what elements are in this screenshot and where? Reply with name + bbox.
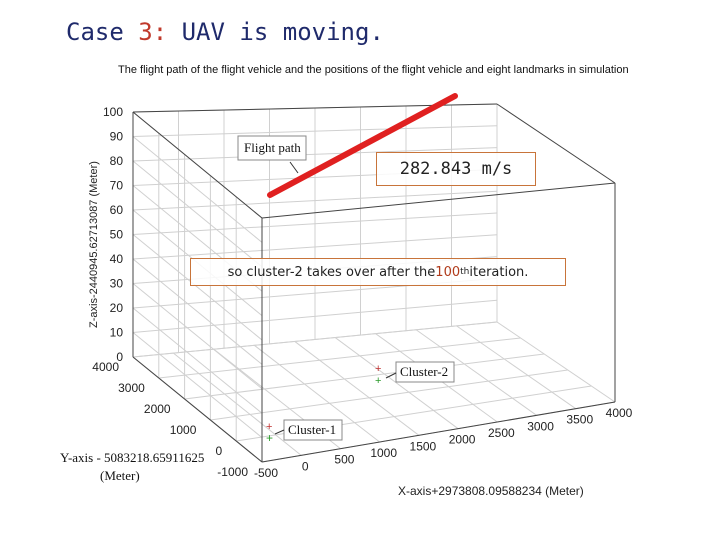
- flight-path-label-box: [237, 135, 307, 161]
- speed-callout: 282.843 m/s: [376, 152, 536, 186]
- y-axis-label-line1: Y-axis - 5083218.65911625: [60, 450, 204, 465]
- box-edge: [132, 356, 263, 463]
- grid-line: [132, 160, 263, 268]
- z-tick-label: 100: [103, 105, 123, 119]
- z-tick-label: 50: [110, 228, 124, 242]
- grid-line: [456, 325, 577, 410]
- cluster1-marker-top: +: [266, 421, 272, 433]
- cluster2-pointer: [385, 372, 397, 379]
- cluster2-marker-bottom: +: [375, 375, 381, 387]
- figure-title: The flight path of the flight vehicle an…: [118, 64, 629, 76]
- y-tick-label: -1000: [217, 465, 248, 479]
- z-tick-label: 30: [110, 277, 124, 291]
- grid-line: [254, 344, 380, 443]
- grid-line: [132, 332, 263, 438]
- flight-path-pointer: [289, 161, 299, 174]
- y-tick-label: 4000: [92, 360, 119, 374]
- grid-line: [132, 307, 263, 414]
- grid-line: [173, 352, 302, 456]
- cluster2-marker-top: +: [375, 363, 381, 375]
- takeover-suffix: th: [460, 267, 470, 277]
- z-tick-label: 90: [110, 130, 124, 144]
- grid-line: [334, 337, 459, 430]
- z-tick-label: 70: [110, 179, 124, 193]
- z-tick-label: 60: [110, 203, 124, 217]
- z-axis-label: Z-axis-2440945.62713087 (Meter): [88, 161, 100, 328]
- grid-line: [184, 353, 545, 400]
- x-axis-label: X-axis+2973808.09588234 (Meter): [398, 484, 584, 498]
- takeover-iteration: 100: [435, 264, 461, 280]
- z-tick-label: 0: [116, 350, 123, 364]
- y-tick-label: 2000: [144, 402, 171, 416]
- x-tick-label: 3000: [527, 419, 554, 433]
- x-tick-label: 500: [334, 453, 354, 467]
- x-axis-ticks: -500 0 500 1000 1500 2000 2500 3000 3500 4000: [254, 406, 633, 480]
- cluster1-pointer: [274, 429, 285, 435]
- z-tick-label: 40: [110, 252, 124, 266]
- box-edge: [132, 111, 263, 219]
- cluster2-label-box: [395, 361, 455, 383]
- y-axis-ticks: 4000 3000 2000 1000 0 -1000: [92, 360, 248, 479]
- case-number: 3:: [138, 18, 168, 46]
- z-tick-label: 80: [110, 154, 124, 168]
- y-tick-label: 0: [216, 444, 223, 458]
- grid-line: [132, 321, 498, 358]
- takeover-text-pre: so cluster-2 takes over after the: [227, 264, 436, 280]
- case-text: UAV is moving.: [181, 18, 384, 46]
- cluster2-label: Cluster-2: [400, 364, 448, 379]
- grid-line: [294, 341, 420, 436]
- grid-line: [132, 283, 263, 390]
- grid-line: [132, 234, 263, 341]
- box-edge: [496, 103, 616, 184]
- x-tick-label: 0: [302, 459, 309, 473]
- grid-line: [210, 369, 568, 421]
- takeover-text-post: iteration.: [469, 264, 529, 280]
- x-tick-label: 4000: [606, 406, 633, 420]
- y-tick-label: 1000: [170, 423, 197, 437]
- x-tick-label: -500: [254, 466, 278, 480]
- box-edge: [261, 401, 616, 463]
- grid-line: [415, 329, 537, 416]
- grid-line: [158, 337, 521, 379]
- grid-line: [496, 321, 616, 403]
- x-tick-label: 1500: [410, 439, 437, 453]
- x-tick-label: 1000: [370, 446, 397, 460]
- case-label: Case: [66, 18, 124, 46]
- z-tick-label: 20: [110, 301, 124, 315]
- x-tick-label: 2000: [449, 433, 476, 447]
- grid-line: [132, 136, 263, 243]
- flight-path-label: Flight path: [244, 140, 301, 155]
- flight-path-line: [267, 93, 458, 198]
- y-axis-label-line2: (Meter): [100, 468, 140, 483]
- y-tick-label: 3000: [118, 381, 145, 395]
- plot-box: [132, 103, 616, 463]
- cluster1-marker-bottom: +: [266, 431, 273, 445]
- box-edge: [261, 182, 616, 219]
- z-tick-label: 10: [110, 326, 124, 340]
- x-tick-label: 2500: [488, 426, 515, 440]
- x-tick-label: 3500: [566, 413, 593, 427]
- cluster1-label: Cluster-1: [288, 422, 336, 437]
- slide-heading: Case 3: UAV is moving.: [66, 18, 384, 46]
